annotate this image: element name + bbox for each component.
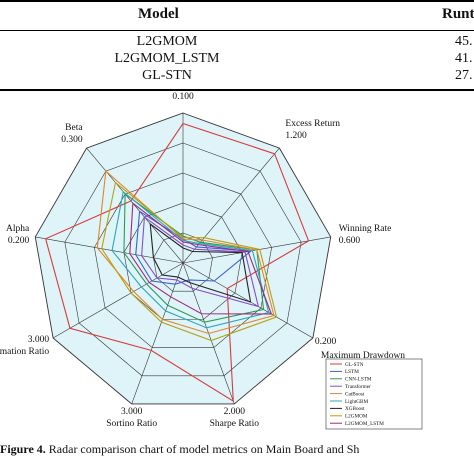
radar-series — [44, 122, 310, 403]
radar-spoke — [131, 262, 184, 405]
axis-max-tick: 2.000 — [224, 407, 246, 417]
axis-max-tick: 0.200 — [8, 236, 30, 246]
series-cnn-lstm — [123, 192, 265, 323]
axis-max-tick: 3.000 — [121, 407, 143, 417]
radar-ring — [94, 172, 272, 348]
axis-label: Excess Return — [285, 119, 340, 129]
axis-label: Alpha — [6, 224, 30, 234]
radar-spoke — [52, 262, 184, 339]
axis-label: Maximum Drawdown — [321, 351, 405, 361]
radar-grid — [34, 112, 332, 405]
series-lightgbm — [111, 190, 270, 329]
caption-text: Radar comparison chart of model metrics … — [45, 442, 360, 456]
series-lstm — [135, 210, 253, 285]
legend-entry: Transformer — [345, 383, 371, 390]
series-l2gmom-lstm — [129, 202, 273, 315]
axis-label: Information Ratio — [0, 346, 49, 357]
series-transformer — [141, 216, 260, 308]
radar-ring — [153, 232, 213, 292]
row-model-gl-stn: GL-STN — [142, 68, 192, 83]
radar-ring — [34, 112, 332, 405]
axis-max-tick: 0.600 — [339, 236, 361, 246]
axis-label: Winning Rate — [339, 224, 392, 234]
radar-ring — [123, 202, 243, 320]
legend-entry: L2GMOM_LSTM — [345, 421, 384, 427]
axis-max-tick: 3.000 — [28, 335, 50, 345]
legend-entry: LightGBM — [345, 399, 368, 405]
legend-entry: CNN-LSTM — [345, 377, 372, 383]
table-top-rule — [0, 0, 474, 2]
series-gl-stn — [44, 122, 310, 403]
row-runtime-l2gmom-lstm: 41. — [455, 51, 473, 66]
row-runtime-l2gmom: 45. — [455, 34, 473, 49]
axis-max-tick: 1.200 — [285, 131, 307, 141]
radar-spoke — [35, 236, 184, 264]
series-catboost — [96, 169, 275, 335]
radar-spoke — [86, 147, 184, 264]
row-model-l2gmom: L2GMOM — [136, 34, 198, 49]
axis-label: Beta — [65, 123, 83, 133]
legend-entry: LSTM — [345, 369, 359, 375]
table-bottom-rule — [0, 89, 474, 91]
radar-ring — [64, 142, 302, 377]
axis-max-tick: 0.100 — [172, 92, 194, 102]
axis-label: Sharpe Ratio — [210, 419, 260, 429]
results-table: Model Runt L2GMOM 45. L2GMOM_LSTM 41. GL… — [0, 0, 474, 92]
table-header-rule — [0, 30, 474, 31]
legend-entry: CatBoost — [345, 391, 365, 397]
caption-label: Figure 4. — [0, 442, 46, 456]
radar-spoke — [182, 262, 314, 339]
row-model-l2gmom-lstm: L2GMOM_LSTM — [114, 51, 220, 66]
legend-entry: GL-STN — [345, 362, 364, 368]
header-model: Model — [138, 6, 179, 22]
series-l2gmom — [101, 181, 278, 342]
legend-entry: L2GMOM — [345, 414, 368, 420]
row-runtime-gl-stn: 27. — [455, 68, 473, 83]
series-xgboost — [149, 222, 252, 303]
axis-label: Sortino Ratio — [106, 419, 157, 429]
header-runtime: Runt — [442, 6, 474, 22]
legend-entry: XGBoost — [345, 406, 365, 412]
axis-max-tick: 0.200 — [315, 337, 337, 347]
figure-caption: Figure 4. Radar comparison chart of mode… — [0, 442, 359, 457]
axis-max-tick: 0.300 — [61, 135, 83, 145]
